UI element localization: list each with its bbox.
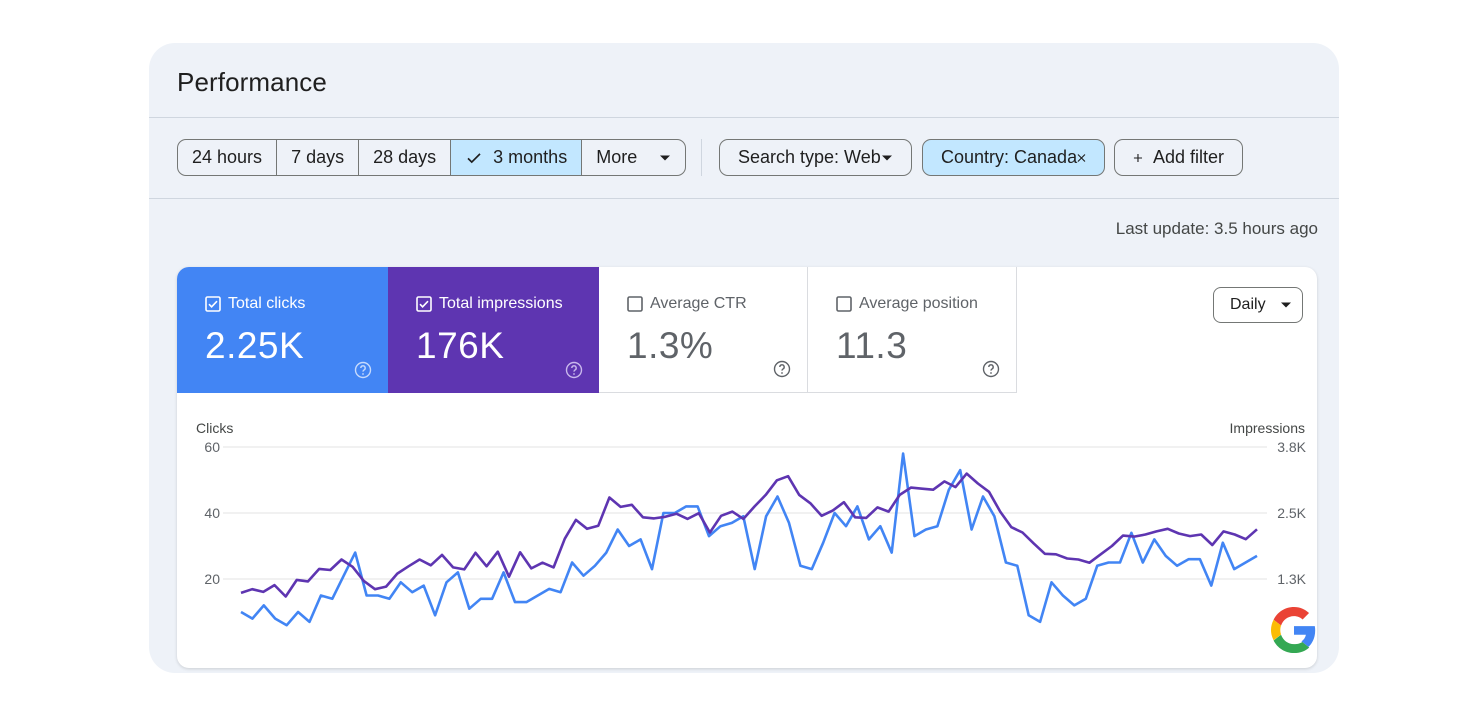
google-logo-icon: [1271, 607, 1316, 653]
country-filter[interactable]: Country: Canada: [922, 139, 1105, 176]
metric-label: Total impressions: [439, 295, 563, 312]
search-type-label: Search type: Web: [738, 147, 881, 167]
last-update-text: Last update: 3.5 hours ago: [1115, 219, 1318, 238]
metric-total-clicks[interactable]: Total clicks 2.25K: [177, 267, 388, 393]
chevron-down-icon: [882, 155, 892, 160]
help-circle-icon[interactable]: [982, 360, 1000, 378]
header-divider: [149, 117, 1339, 118]
metric-average-position[interactable]: Average position 11.3: [808, 267, 1017, 393]
chevron-down-icon: [660, 155, 671, 160]
right-axis-title: Impressions: [1230, 420, 1305, 436]
close-icon[interactable]: [1077, 151, 1086, 165]
date-range-label: 28 days: [373, 147, 437, 167]
right-axis-tick: 2.5K: [1277, 505, 1306, 521]
toolbar-divider: [701, 139, 702, 176]
right-axis-ticks: 3.8K 2.5K 1.3K: [1277, 439, 1306, 587]
metric-average-ctr[interactable]: Average CTR 1.3%: [599, 267, 808, 393]
add-filter-button[interactable]: Add filter: [1114, 139, 1243, 176]
chart-gridlines: [223, 446, 1267, 580]
clicks-series-line: [240, 452, 1258, 627]
left-axis-ticks: 60 40 20: [204, 439, 220, 587]
date-range-selector: 24 hours 7 days 28 days 3 months More: [177, 139, 687, 176]
help-circle-icon[interactable]: [354, 361, 372, 379]
chevron-down-icon: [1280, 302, 1291, 308]
date-range-28-days[interactable]: 28 days: [359, 140, 452, 175]
metric-label: Average CTR: [650, 295, 747, 312]
impressions-series-line: [240, 472, 1258, 598]
metric-value: 2.25K: [205, 325, 305, 366]
date-range-7-days[interactable]: 7 days: [277, 140, 360, 175]
checkbox-unchecked-icon[interactable]: [627, 296, 643, 312]
date-range-24-hours[interactable]: 24 hours: [178, 140, 278, 175]
date-range-label: 24 hours: [192, 147, 263, 167]
metric-label: Average position: [859, 295, 978, 312]
left-axis-tick: 20: [204, 571, 220, 587]
left-axis-title: Clicks: [196, 420, 233, 436]
metric-total-impressions[interactable]: Total impressions 176K: [388, 267, 599, 393]
add-filter-label: Add filter: [1152, 147, 1224, 167]
check-icon: [467, 152, 481, 163]
metric-value: 1.3%: [627, 325, 714, 366]
performance-line-chart: Clicks Impressions 60 40 20 3.8K 2.5K 1.3K: [196, 420, 1307, 627]
page-title: Performance: [177, 67, 327, 97]
help-circle-icon[interactable]: [565, 361, 583, 379]
date-range-more[interactable]: More: [582, 140, 685, 175]
checkbox-unchecked-icon[interactable]: [836, 296, 852, 312]
left-axis-tick: 40: [204, 505, 220, 521]
toolbar-divider-bottom: [149, 198, 1339, 199]
search-type-filter[interactable]: Search type: Web: [719, 139, 912, 176]
date-range-label: More: [596, 147, 638, 167]
date-range-label: 7 days: [291, 147, 345, 167]
performance-chart-card: Total clicks 2.25K Total impressions 176…: [177, 267, 1317, 668]
metric-value: 11.3: [836, 325, 908, 366]
checkbox-checked-icon[interactable]: [416, 296, 432, 312]
granularity-dropdown[interactable]: Daily: [1213, 287, 1303, 323]
country-filter-label: Country: Canada: [941, 147, 1078, 167]
performance-panel: Performance 24 hours 7 days 28 days 3 mo…: [149, 43, 1339, 673]
left-axis-tick: 60: [204, 439, 220, 455]
date-range-label: 3 months: [493, 147, 568, 167]
plus-icon: [1133, 153, 1143, 162]
metric-label: Total clicks: [228, 295, 306, 312]
granularity-label: Daily: [1230, 296, 1266, 313]
right-axis-tick: 1.3K: [1277, 571, 1306, 587]
metric-value: 176K: [416, 325, 505, 366]
checkbox-checked-icon[interactable]: [205, 296, 221, 312]
help-circle-icon[interactable]: [773, 360, 791, 378]
right-axis-tick: 3.8K: [1277, 439, 1306, 455]
date-range-3-months[interactable]: 3 months: [451, 140, 583, 175]
